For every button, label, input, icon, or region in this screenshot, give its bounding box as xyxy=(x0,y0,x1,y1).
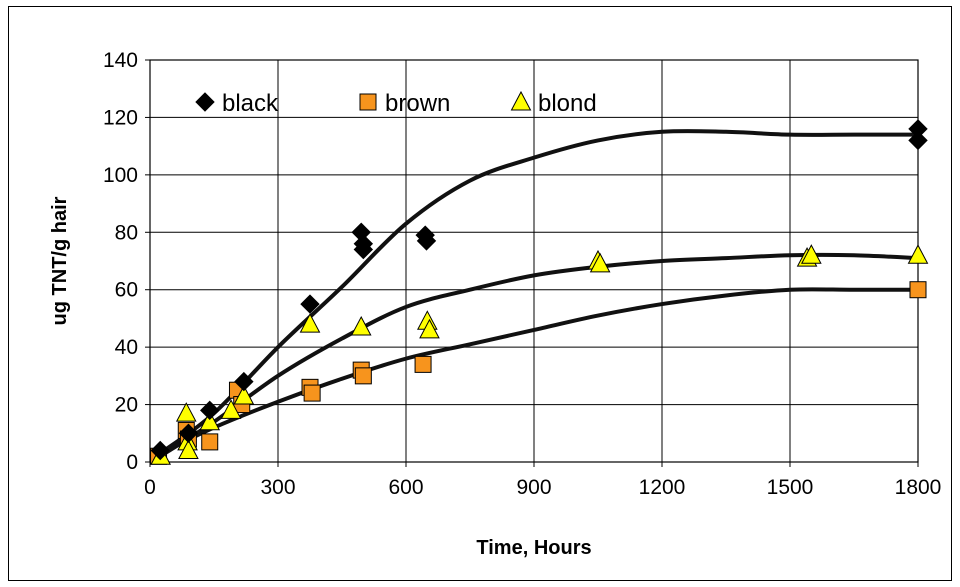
x-tick-label: 0 xyxy=(144,476,156,499)
y-tick-label: 80 xyxy=(115,221,138,244)
y-axis-label: ug TNT/g hair xyxy=(49,196,71,325)
x-tick-label: 1200 xyxy=(639,476,686,499)
trend-line-blond xyxy=(158,252,920,459)
brown-point xyxy=(354,367,372,385)
y-axis-ticks: 0 20 40 60 80 100 120 140 xyxy=(103,49,150,474)
blond-point xyxy=(419,318,440,339)
data-points xyxy=(150,119,929,465)
legend-black-label: black xyxy=(222,90,279,117)
trend-line-black xyxy=(158,129,920,456)
blond-point xyxy=(350,315,372,336)
chart-frame xyxy=(8,6,952,581)
trend-line-brown xyxy=(158,287,920,456)
black-point xyxy=(416,231,437,251)
trend-lines xyxy=(158,129,920,459)
legend-blond-marker xyxy=(510,90,532,111)
y-tick-label: 60 xyxy=(115,279,138,302)
brown-point xyxy=(303,384,321,402)
blond-point xyxy=(801,244,822,264)
blond-point xyxy=(220,399,242,419)
y-tick-label: 40 xyxy=(115,336,138,359)
blond-point xyxy=(233,384,255,405)
blond-point xyxy=(299,313,321,333)
x-tick-label: 1500 xyxy=(767,476,814,499)
brown-point xyxy=(909,281,927,299)
legend-brown-marker xyxy=(359,93,377,111)
x-tick-label: 300 xyxy=(260,476,295,499)
y-tick-label: 20 xyxy=(115,394,138,417)
y-tick-label: 100 xyxy=(103,164,138,187)
x-tick-label: 900 xyxy=(516,476,551,499)
blond-point xyxy=(907,244,929,264)
black-point xyxy=(908,130,928,151)
brown-point xyxy=(414,355,432,373)
blond-point xyxy=(175,402,197,422)
blond-point xyxy=(589,252,611,273)
x-tick-label: 600 xyxy=(388,476,423,499)
x-axis-ticks: 0 300 600 900 1200 1500 1800 xyxy=(144,462,941,499)
black-point xyxy=(234,371,254,392)
legend-brown-label: brown xyxy=(385,90,450,117)
legend: black brown blond xyxy=(195,90,597,117)
y-tick-label: 140 xyxy=(103,49,138,72)
black-point xyxy=(200,400,220,421)
x-tick-label: 1800 xyxy=(895,476,942,499)
legend-black-marker xyxy=(195,92,215,112)
blond-point xyxy=(178,439,199,460)
black-point xyxy=(150,440,170,461)
y-tick-label: 120 xyxy=(103,106,138,129)
black-point xyxy=(300,294,320,314)
black-point xyxy=(178,423,199,443)
brown-point xyxy=(201,433,219,451)
legend-blond-label: blond xyxy=(538,90,597,117)
x-axis-label: Time, Hours xyxy=(476,537,591,559)
black-point xyxy=(353,239,374,260)
y-tick-label: 0 xyxy=(126,451,138,474)
blond-point xyxy=(199,410,221,431)
